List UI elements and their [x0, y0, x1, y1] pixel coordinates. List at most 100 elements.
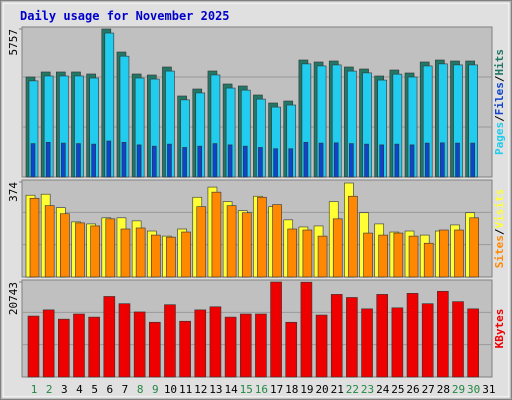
bar: [60, 213, 70, 278]
x-tick-label: 10: [164, 383, 177, 396]
x-tick-label: 27: [422, 383, 435, 396]
bar: [212, 143, 218, 178]
bar: [423, 242, 434, 278]
y-tick-label: 20743: [7, 282, 20, 315]
bar: [437, 290, 449, 378]
bar: [194, 309, 207, 378]
legend: KBytes: [493, 309, 506, 349]
bar: [378, 234, 389, 278]
bar: [91, 143, 96, 178]
bar: [121, 141, 127, 178]
x-tick-label: 24: [376, 383, 390, 396]
x-tick-label: 17: [270, 383, 283, 396]
bar: [73, 313, 85, 378]
bar: [302, 229, 313, 278]
bar: [197, 145, 203, 178]
bar: [44, 205, 55, 278]
bar: [470, 142, 475, 178]
bar: [393, 232, 404, 278]
bar: [394, 143, 400, 178]
bar: [300, 281, 313, 378]
legend-separator: /: [493, 75, 506, 82]
x-tick-label: 2: [46, 383, 53, 396]
legend-entry: Files: [493, 82, 506, 115]
x-tick-label: 6: [106, 383, 113, 396]
bar: [224, 316, 237, 378]
x-tick-label: 29: [452, 383, 465, 396]
bar: [30, 143, 36, 178]
bar: [226, 205, 237, 278]
bar: [105, 218, 116, 278]
bar: [211, 191, 222, 278]
legend-entry: Hits: [493, 49, 506, 76]
bar: [440, 142, 445, 178]
bar: [27, 315, 40, 378]
bar: [151, 145, 157, 178]
bar: [272, 204, 282, 278]
x-tick-label: 23: [361, 383, 374, 396]
x-tick-label: 4: [76, 383, 83, 396]
x-tick-label: 18: [285, 383, 298, 396]
x-tick-label: 12: [194, 383, 207, 396]
bar: [439, 229, 449, 278]
bar: [181, 231, 191, 278]
bar: [424, 142, 430, 178]
x-tick-label: 1: [31, 383, 38, 396]
bar: [227, 144, 233, 178]
bar: [346, 297, 358, 378]
bar: [452, 301, 464, 378]
x-tick-label: 14: [224, 383, 238, 396]
bar: [406, 293, 419, 378]
bar: [182, 147, 187, 178]
bar: [42, 309, 55, 378]
x-tick-label: 30: [467, 383, 480, 396]
bar: [454, 229, 464, 278]
bar: [45, 141, 51, 178]
x-tick-label: 11: [179, 383, 192, 396]
chart-title: Daily usage for November 2025: [20, 9, 230, 23]
bar: [376, 294, 389, 378]
bar: [364, 143, 369, 178]
bar: [332, 218, 343, 278]
bar: [467, 308, 479, 378]
bar: [88, 316, 100, 378]
legend: Pages/Files/Hits: [493, 49, 506, 155]
bar: [241, 212, 252, 278]
bar: [391, 307, 404, 378]
x-tick-label: 28: [437, 383, 450, 396]
bar: [270, 281, 282, 378]
legend-separator: /: [493, 115, 506, 122]
bar: [76, 143, 81, 178]
x-tick-label: 21: [331, 383, 344, 396]
bar: [179, 320, 191, 378]
bar: [408, 235, 419, 278]
bar: [421, 303, 434, 378]
bar: [287, 228, 298, 278]
legend-separator: /: [493, 228, 506, 235]
bar: [330, 294, 343, 378]
x-tick-label: 9: [152, 383, 159, 396]
bar: [209, 306, 222, 378]
bar: [135, 227, 146, 278]
bar: [363, 232, 373, 278]
bar: [136, 144, 142, 178]
x-tick-label: 3: [61, 383, 68, 396]
bar: [285, 321, 298, 378]
bar: [118, 303, 131, 378]
bar: [288, 148, 294, 178]
bar: [242, 145, 248, 178]
x-tick-label: 15: [240, 383, 253, 396]
bar: [333, 142, 339, 178]
x-tick-label: 13: [209, 383, 222, 396]
x-tick-label: 31: [482, 383, 495, 396]
legend-entry: Pages: [493, 122, 506, 155]
bar: [166, 236, 176, 278]
y-tick-label: 5757: [7, 29, 20, 56]
bar: [455, 142, 460, 178]
bar: [58, 318, 70, 378]
bar: [361, 308, 373, 378]
bar: [148, 321, 161, 378]
bar: [164, 304, 176, 378]
bar: [75, 222, 85, 278]
